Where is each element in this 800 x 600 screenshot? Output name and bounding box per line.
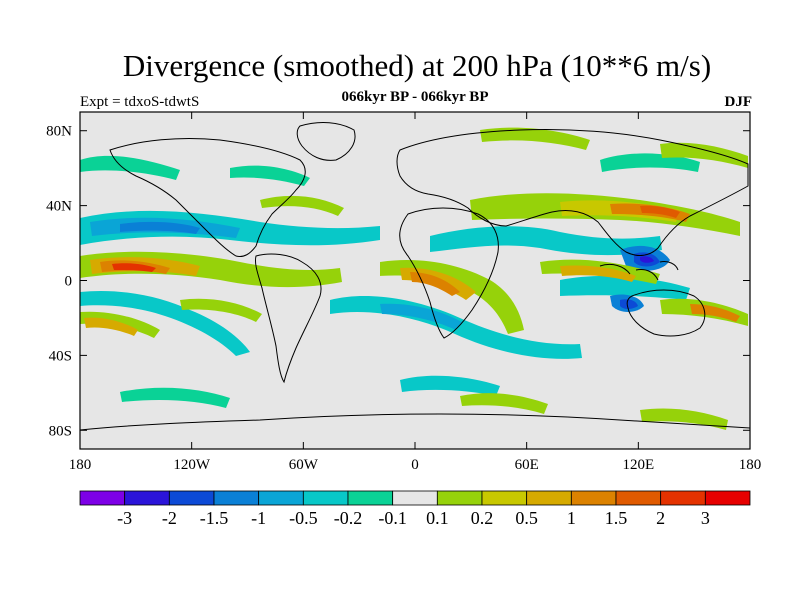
colorbar-swatch xyxy=(436,490,483,506)
contour-region xyxy=(380,303,462,330)
coastline-south-america xyxy=(255,253,322,384)
colorbar-swatch xyxy=(79,490,126,506)
colorbar-label: 0.2 xyxy=(471,508,494,528)
colorbar-label: 1.5 xyxy=(605,508,628,528)
colorbar-swatch xyxy=(481,490,528,506)
coastline-africa xyxy=(399,207,499,339)
colorbar-swatch xyxy=(213,490,260,506)
colorbar-label: -1.5 xyxy=(200,508,229,528)
colorbar-swatch xyxy=(526,490,572,506)
contour-region xyxy=(400,375,500,396)
contour-region xyxy=(600,153,700,172)
latitude-tick-label: 80N xyxy=(46,124,72,140)
coastline-greenland xyxy=(296,122,356,161)
divergence-field xyxy=(80,127,748,430)
contour-region xyxy=(260,195,344,216)
colorbar-label: -0.1 xyxy=(378,508,407,528)
colorbar-swatch xyxy=(392,490,438,506)
colorbar-label: -2 xyxy=(162,508,177,528)
colorbar-label: -3 xyxy=(117,508,132,528)
contour-region xyxy=(480,127,590,150)
map-plot: 80N 40N 0 40S 80S 180 120W 60W 0 60E 120E 180 xyxy=(46,111,762,473)
contour-region xyxy=(660,142,748,168)
latitude-tick-label: 80S xyxy=(49,423,72,439)
colorbar-label: 0.1 xyxy=(426,508,449,528)
colorbar-label: 2 xyxy=(656,508,665,528)
contour-region xyxy=(690,304,740,322)
map-subtitle: 066kyr BP - 066kyr BP xyxy=(341,89,489,105)
contour-region xyxy=(230,165,310,186)
contour-region xyxy=(640,256,654,263)
colorbar-swatch xyxy=(258,490,304,506)
colorbar-label: -0.2 xyxy=(334,508,363,528)
colorbar-label: -0.5 xyxy=(289,508,318,528)
colorbar: -3 -2 -1.5 -1 -0.5 -0.2 -0.1 0.1 0.2 0.5 1 1.5 2 3 xyxy=(79,490,751,528)
longitude-tick-label: 60E xyxy=(515,457,539,473)
coastline-antarctica xyxy=(80,413,750,431)
contour-region xyxy=(430,226,662,256)
longitude-tick-label: 180 xyxy=(69,457,92,473)
colorbar-label: 1 xyxy=(567,508,576,528)
contour-region xyxy=(460,393,548,414)
contour-region xyxy=(410,272,460,296)
contour-region xyxy=(84,317,138,336)
colorbar-swatch xyxy=(124,490,170,506)
contour-region xyxy=(80,155,180,180)
colorbar-swatch xyxy=(615,490,662,506)
colorbar-swatch xyxy=(168,490,215,506)
colorbar-swatch xyxy=(660,490,706,506)
longitude-tick-label: 120E xyxy=(622,457,654,473)
latitude-tick-label: 40S xyxy=(49,348,72,364)
colorbar-label: -1 xyxy=(251,508,266,528)
coastlines xyxy=(80,122,750,431)
colorbar-swatch xyxy=(570,490,617,506)
latitude-axis: 80N 40N 0 40S 80S xyxy=(46,124,750,439)
colorbar-swatch xyxy=(302,490,349,506)
longitude-tick-label: 120W xyxy=(173,457,211,473)
colorbar-swatch xyxy=(704,490,751,506)
colorbar-label: 3 xyxy=(701,508,710,528)
contour-region xyxy=(560,265,636,282)
contour-region xyxy=(180,298,262,322)
contour-region xyxy=(120,221,200,234)
latitude-tick-label: 40N xyxy=(46,199,72,215)
coastline-north-america xyxy=(109,137,306,257)
coastline-maritime-continent xyxy=(599,261,679,281)
coastline-eurasia xyxy=(396,128,749,256)
contour-region xyxy=(640,205,680,218)
contour-region xyxy=(120,387,230,408)
coastline-australia xyxy=(626,289,706,337)
experiment-label: Expt = tdxoS-tdwtS xyxy=(80,94,200,110)
contour-region xyxy=(112,263,156,272)
longitude-axis: 180 120W 60W 0 60E 120E 180 xyxy=(69,112,762,473)
contour-region xyxy=(560,275,690,300)
longitude-tick-label: 0 xyxy=(411,457,419,473)
season-label: DJF xyxy=(724,94,753,110)
latitude-tick-label: 0 xyxy=(65,274,73,290)
longitude-tick-label: 60W xyxy=(289,457,319,473)
colorbar-swatch xyxy=(347,490,394,506)
contour-region xyxy=(620,299,638,309)
longitude-tick-label: 180 xyxy=(739,457,762,473)
contour-region xyxy=(80,290,250,356)
colorbar-label: 0.5 xyxy=(515,508,538,528)
contour-region xyxy=(380,260,524,334)
contour-region xyxy=(640,408,728,430)
map-title: Divergence (smoothed) at 200 hPa (10**6 … xyxy=(122,48,712,83)
